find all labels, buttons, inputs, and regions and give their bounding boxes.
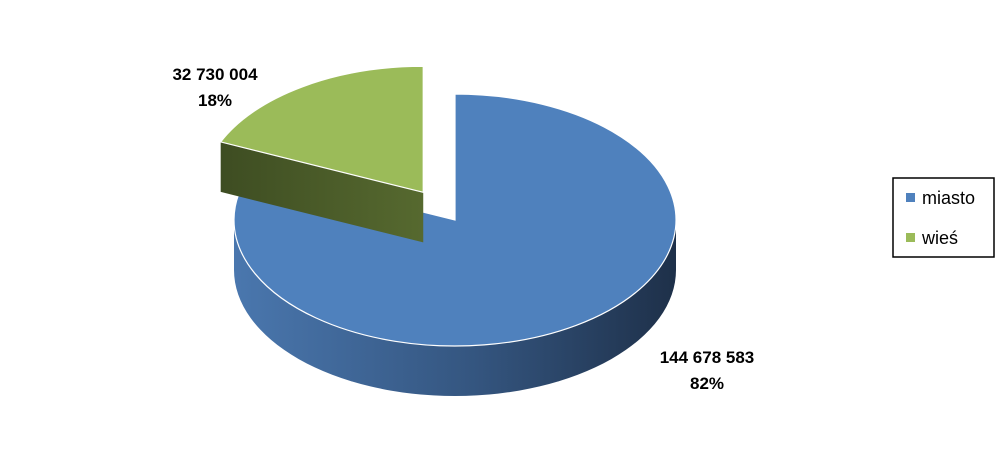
data-label-value: 144 678 583: [660, 348, 755, 367]
pie-slice-top: [219, 65, 424, 194]
legend-label: wieś: [921, 228, 958, 248]
legend-box: [892, 177, 995, 258]
legend-swatch: [906, 193, 915, 202]
pie-slice-wies: [219, 65, 424, 243]
pie-slice-wall: [220, 141, 424, 243]
pie-slice-side: [234, 220, 676, 396]
legend-label: miasto: [922, 188, 975, 208]
legend: miasto wieś: [892, 177, 995, 258]
data-label-value: 32 730 004: [172, 65, 258, 84]
data-label-percent: 82%: [690, 374, 724, 393]
pie-slice-top: [233, 93, 677, 347]
legend-swatch: [906, 233, 915, 242]
data-label-percent: 18%: [198, 91, 232, 110]
